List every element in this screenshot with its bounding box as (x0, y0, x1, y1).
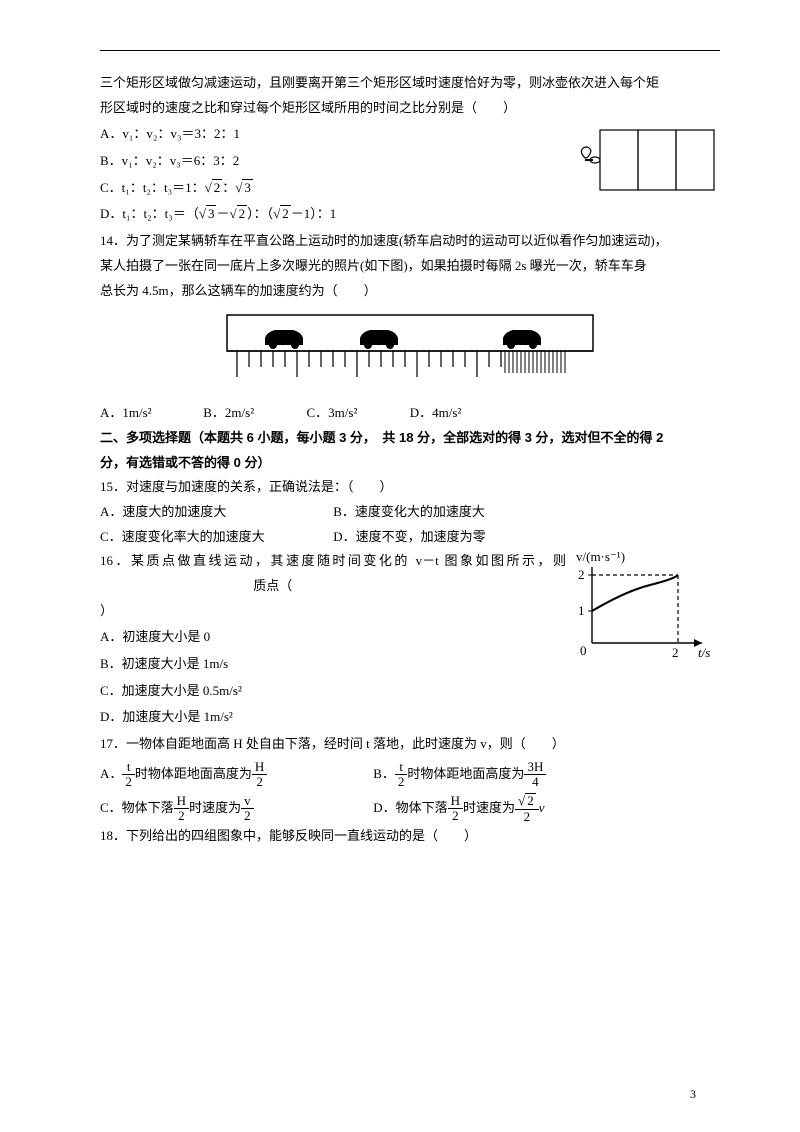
q17-option-d: D．物体下落H2时速度为√22v (373, 791, 544, 825)
section2-title-line1: 二、多项选择题（本题共 6 小题，每小题 3 分， 共 18 分，全部选对的得 … (100, 426, 720, 451)
q16-option-c: C．加速度大小是 0.5m/s² (100, 679, 720, 704)
q14-line3: 总长为 4.5m，那么这辆车的加速度约为（ ） (100, 279, 720, 304)
q15-option-a: A．速度大的加速度大 (100, 500, 330, 525)
q17-stem: 17．一物体自距地面高 H 处自由下落，经时间 t 落地，此时速度为 v，则（ … (100, 732, 720, 757)
q13-stem-line2: 形区域时的速度之比和穿过每个矩形区域所用的时间之比分别是（ ） (100, 96, 720, 121)
svg-text:v/(m·s⁻¹): v/(m·s⁻¹) (576, 549, 625, 564)
q14-option-c: C．3m/s² (307, 401, 407, 426)
q15-row2: C．速度变化率大的加速度大 D．速度不变，加速度为零 (100, 525, 720, 550)
q14-line1: 14．为了测定某辆轿车在平直公路上运动时的加速度(轿车启动时的运动可以近似看作匀… (100, 229, 720, 254)
q14-option-d: D．4m/s² (410, 401, 510, 426)
q17-row2: C．物体下落H2时速度为v2 D．物体下落H2时速度为√22v (100, 791, 720, 825)
q14-options: A．1m/s² B．2m/s² C．3m/s² D．4m/s² (100, 401, 720, 426)
q15-row1: A．速度大的加速度大 B．速度变化大的加速度大 (100, 500, 720, 525)
q17-option-b: B．t2时物体距地面高度为3H4 (373, 757, 546, 791)
svg-text:1: 1 (578, 603, 585, 618)
q14-option-b: B．2m/s² (203, 401, 303, 426)
svg-text:0: 0 (580, 643, 587, 658)
q14-figure (100, 313, 720, 391)
q15-option-b: B．速度变化大的加速度大 (333, 500, 485, 525)
section2-title-line2: 分，有选错或不答的得 0 分） (100, 451, 720, 476)
q15-option-d: D．速度不变，加速度为零 (333, 525, 485, 550)
q17-option-c: C．物体下落H2时速度为v2 (100, 791, 370, 825)
q17-option-a: A．t2时物体距地面高度为H2 (100, 757, 370, 791)
svg-text:t/s: t/s (698, 645, 710, 660)
q14-option-a: A．1m/s² (100, 401, 200, 426)
page-number: 3 (690, 1083, 696, 1106)
q18-stem: 18．下列给出的四组图象中，能够反映同一直线运动的是（ ） (100, 824, 720, 849)
q15-stem: 15．对速度与加速度的关系，正确说法是：（ ） (100, 475, 720, 500)
q16-graph: v/(m·s⁻¹) 2 1 0 2 t/s (570, 549, 720, 661)
svg-text:2: 2 (578, 567, 585, 582)
q13-stem-line1: 三个矩形区域做匀减速运动，且刚要离开第三个矩形区域时速度恰好为零，则冰壶依次进入… (100, 71, 720, 96)
q17-row1: A．t2时物体距地面高度为H2 B．t2时物体距地面高度为3H4 (100, 757, 720, 791)
q16-option-d: D．加速度大小是 1m/s² (100, 705, 720, 730)
q13-figure (555, 122, 720, 212)
q14-line2: 某人拍摄了一张在同一底片上多次曝光的照片(如下图)，如果拍摄时每隔 2s 曝光一… (100, 254, 720, 279)
svg-text:2: 2 (672, 645, 679, 660)
q15-option-c: C．速度变化率大的加速度大 (100, 525, 330, 550)
